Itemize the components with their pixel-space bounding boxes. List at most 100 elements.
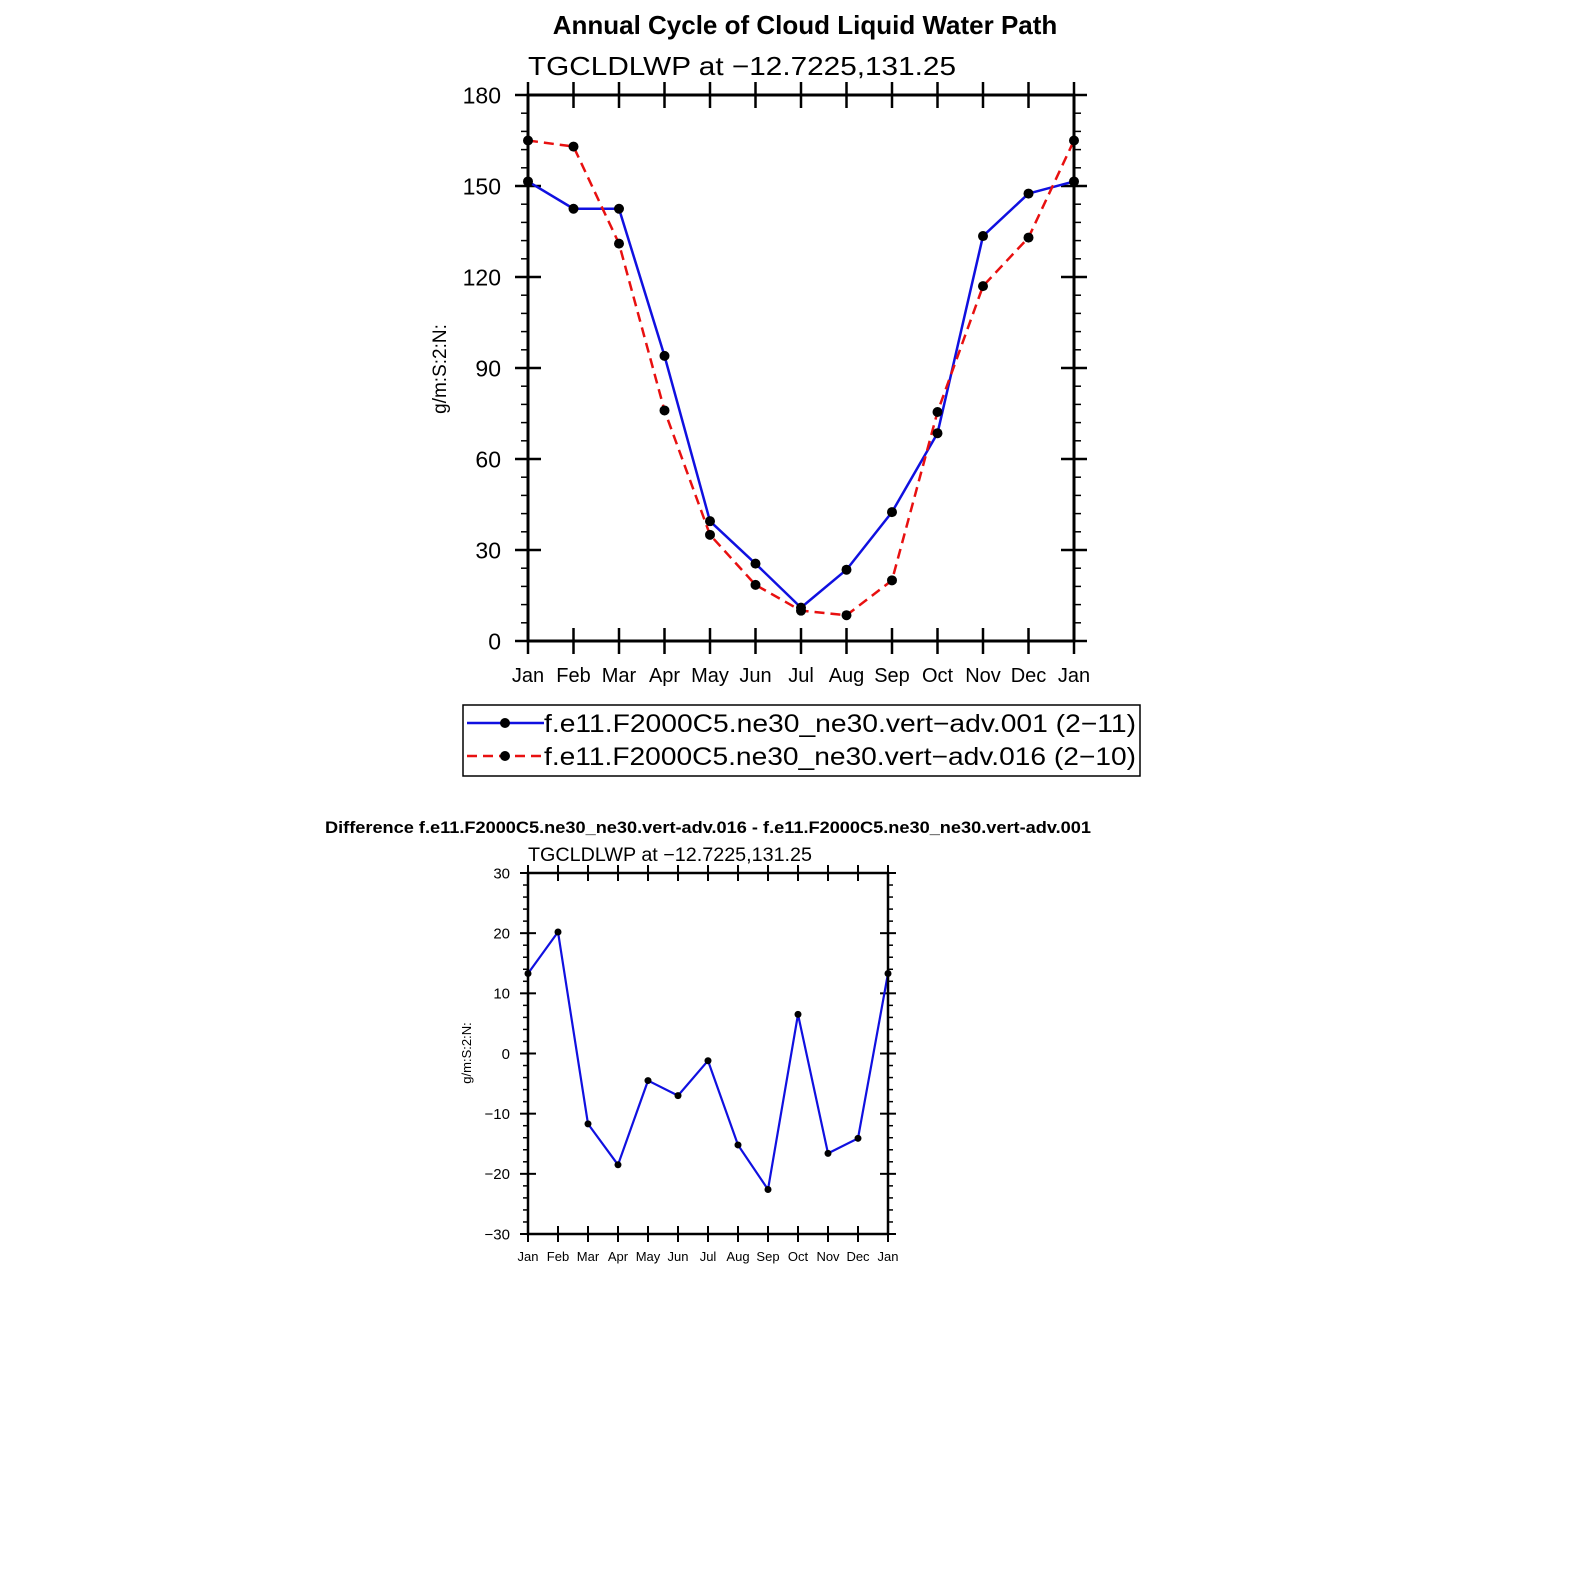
legend-label: f.e11.F2000C5.ne30_ne30.vert−adv.001 (2−… [544, 710, 1136, 738]
series-group [524, 928, 892, 1193]
x-tick-label: Oct [922, 665, 954, 687]
chart-subtitle: TGCLDLWP at −12.7225,131.25 [528, 845, 812, 866]
series-group [523, 135, 1079, 621]
y-axis-label: g/m:S:2:N: [459, 1022, 474, 1083]
x-tick-label: Sep [756, 1249, 779, 1264]
data-point [978, 281, 988, 292]
x-tick-label: Dec [1011, 665, 1047, 687]
data-point [854, 1134, 862, 1142]
data-point [932, 428, 943, 439]
y-tick-label: 0 [488, 628, 501, 654]
y-tick-label: −10 [485, 1106, 510, 1123]
legend-entry: f.e11.F2000C5.ne30_ne30.vert−adv.001 (2−… [467, 710, 1136, 738]
data-point [750, 558, 761, 569]
y-tick-label: 20 [493, 926, 510, 943]
y-tick-label: 90 [475, 355, 501, 381]
x-tick-label: Jan [878, 1249, 899, 1264]
x-tick-label: Aug [726, 1249, 749, 1264]
y-tick-label: 60 [475, 446, 501, 472]
x-tick-label: Apr [608, 1249, 629, 1264]
y-tick-label: 150 [463, 173, 501, 199]
annual-cycle-chart: Annual Cycle of Cloud Liquid Water Path … [430, 10, 1141, 777]
x-tick-label: Aug [829, 665, 865, 687]
series-line [527, 139, 1076, 617]
y-tick-label: −30 [485, 1226, 510, 1243]
x-tick-label: May [636, 1249, 661, 1264]
y-tick-label: 180 [463, 82, 501, 108]
x-tick-label: Jan [518, 1249, 539, 1264]
x-tick-label: Jun [668, 1249, 689, 1264]
difference-chart: Difference f.e11.F2000C5.ne30_ne30.vert-… [325, 818, 1091, 1264]
data-point [932, 406, 943, 417]
data-point [644, 1077, 652, 1085]
data-point [705, 516, 715, 527]
legend-marker [500, 718, 510, 728]
x-tick-label: Feb [556, 665, 590, 687]
legend-marker [500, 751, 510, 761]
plot-frame [526, 93, 1076, 643]
y-tick-label: 0 [502, 1046, 510, 1063]
y-axis-label: g/m:S:2:N: [430, 324, 451, 414]
legend: f.e11.F2000C5.ne30_ne30.vert−adv.001 (2−… [462, 704, 1141, 777]
series-line [527, 180, 1075, 609]
chart-title: Annual Cycle of Cloud Liquid Water Path [553, 10, 1058, 40]
data-point [568, 141, 579, 152]
x-tick-label: Mar [577, 1249, 600, 1264]
data-point [614, 1161, 622, 1169]
data-point [887, 507, 897, 518]
x-tick-labels: Jan Feb Mar Apr May Jun Jul Aug Sep Oct Nov Dec Jan [518, 1249, 899, 1264]
x-tick-label: Jan [512, 665, 544, 687]
data-point [674, 1092, 682, 1100]
data-point [841, 610, 852, 621]
y-tick-label: 30 [493, 865, 510, 882]
data-point [1023, 188, 1034, 199]
data-point [978, 231, 988, 242]
data-point [841, 564, 852, 575]
data-point [887, 575, 897, 586]
y-tick-labels: −30 −20 −10 0 10 20 30 [485, 865, 510, 1243]
x-tick-label: Mar [602, 665, 637, 687]
y-tick-label: 120 [463, 264, 501, 290]
x-tick-label: Jan [1058, 665, 1090, 687]
x-tick-label: May [691, 665, 729, 687]
data-point [796, 605, 806, 616]
data-point [704, 1057, 712, 1065]
x-tick-label: Feb [547, 1249, 569, 1264]
y-tick-labels: 0 30 60 90 120 150 180 [463, 82, 501, 654]
legend-entry: f.e11.F2000C5.ne30_ne30.vert−adv.016 (2−… [467, 743, 1136, 771]
x-tick-label: Oct [788, 1249, 809, 1264]
data-point [734, 1141, 742, 1149]
chart-title: Difference f.e11.F2000C5.ne30_ne30.vert-… [325, 818, 1091, 837]
x-tick-label: Jun [739, 665, 771, 687]
data-point [554, 928, 562, 936]
data-point [750, 579, 761, 590]
y-tick-label: 30 [475, 537, 501, 563]
legend-label: f.e11.F2000C5.ne30_ne30.vert−adv.016 (2−… [544, 743, 1136, 771]
x-tick-label: Apr [649, 665, 680, 687]
y-tick-label: −20 [485, 1166, 510, 1183]
chart-subtitle: TGCLDLWP at −12.7225,131.25 [528, 51, 956, 81]
data-point [824, 1149, 832, 1157]
axis-ticks [515, 82, 1087, 654]
data-point [614, 238, 624, 249]
data-point [614, 203, 624, 214]
x-tick-label: Jul [700, 1249, 717, 1264]
legend-box [462, 704, 1141, 777]
x-tick-label: Jul [788, 665, 814, 687]
y-tick-label: 10 [493, 986, 510, 1003]
x-tick-labels: Jan Feb Mar Apr May Jun Jul Aug Sep Oct Nov Dec Jan [512, 665, 1090, 687]
x-tick-label: Nov [965, 665, 1001, 687]
x-tick-label: Nov [816, 1249, 840, 1264]
data-point [1023, 232, 1034, 243]
data-point [705, 529, 715, 540]
data-point [764, 1185, 772, 1193]
data-point [568, 203, 579, 214]
plot-frame [526, 871, 890, 1236]
x-tick-label: Sep [874, 665, 910, 687]
data-point [794, 1010, 802, 1018]
data-point [584, 1120, 592, 1128]
x-tick-label: Dec [846, 1249, 870, 1264]
data-point [659, 350, 670, 361]
data-point [659, 405, 670, 416]
